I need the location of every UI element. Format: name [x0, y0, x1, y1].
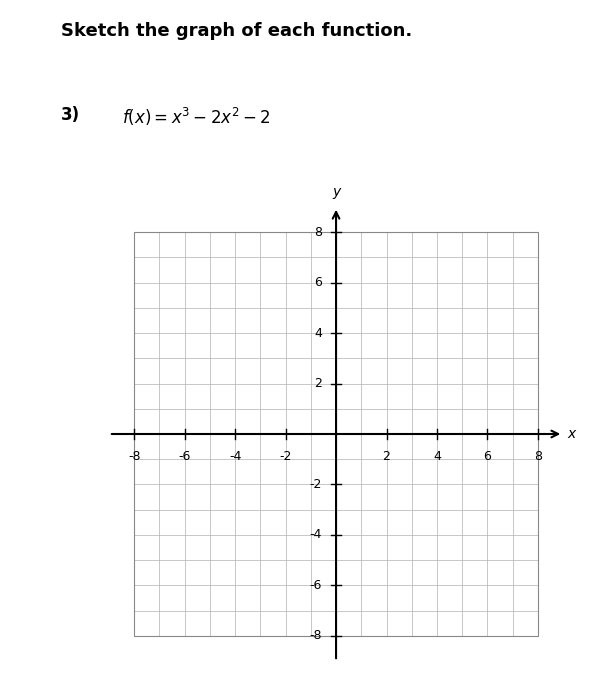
Text: 2: 2 — [314, 377, 322, 390]
Text: 6: 6 — [483, 450, 491, 463]
Text: $f(x) = x^3 - 2x^2 - 2$: $f(x) = x^3 - 2x^2 - 2$ — [122, 106, 271, 127]
Text: -6: -6 — [310, 579, 322, 592]
Text: -8: -8 — [310, 629, 322, 643]
Text: x: x — [567, 427, 575, 441]
Text: 3): 3) — [61, 106, 80, 124]
Text: -2: -2 — [279, 450, 292, 463]
Bar — [134, 232, 538, 636]
Text: -2: -2 — [310, 478, 322, 491]
Text: Sketch the graph of each function.: Sketch the graph of each function. — [61, 22, 412, 40]
Text: 6: 6 — [314, 276, 322, 289]
Text: 4: 4 — [314, 327, 322, 340]
Text: 4: 4 — [433, 450, 441, 463]
Text: -6: -6 — [178, 450, 191, 463]
Text: -4: -4 — [229, 450, 241, 463]
Text: 8: 8 — [314, 225, 322, 239]
Text: -8: -8 — [128, 450, 141, 463]
Text: 2: 2 — [382, 450, 390, 463]
Text: -4: -4 — [310, 528, 322, 541]
Text: y: y — [332, 186, 340, 199]
Text: 8: 8 — [534, 450, 542, 463]
